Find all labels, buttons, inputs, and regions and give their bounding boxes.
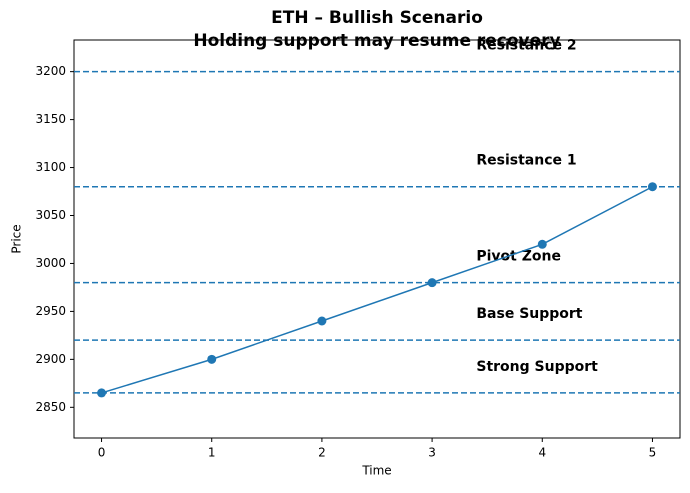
data-point [537,239,547,249]
data-point [207,354,217,364]
y-axis-label: Price [10,224,24,253]
level-label: Resistance 2 [476,38,576,54]
plot-frame [73,39,681,439]
y-tick-label: 2900 [35,352,66,366]
x-tick-label: 0 [98,446,106,460]
x-tick-label: 2 [318,446,326,460]
y-tick-label: 3150 [35,112,66,126]
x-tick-label: 1 [208,446,216,460]
y-tick-label: 2850 [35,400,66,414]
chart-title: ETH – Bullish Scenario [271,8,483,28]
data-point [97,388,107,398]
data-point [317,316,327,326]
data-point [427,278,437,288]
x-tick-label: 4 [538,446,546,460]
y-tick-label: 3200 [35,64,66,78]
x-tick-label: 3 [428,446,436,460]
y-tick-label: 2950 [35,304,66,318]
y-tick-label: 3000 [35,256,66,270]
level-label: Strong Support [476,359,598,375]
level-label: Base Support [476,306,582,322]
level-label: Resistance 1 [476,153,576,169]
x-tick-label: 5 [649,446,657,460]
x-axis-label: Time [361,464,391,478]
chart-subtitle: Holding support may resume recovery [193,31,560,51]
y-tick-label: 3100 [35,160,66,174]
data-point [647,182,657,192]
y-tick-label: 3050 [35,208,66,222]
series-line [101,186,653,394]
